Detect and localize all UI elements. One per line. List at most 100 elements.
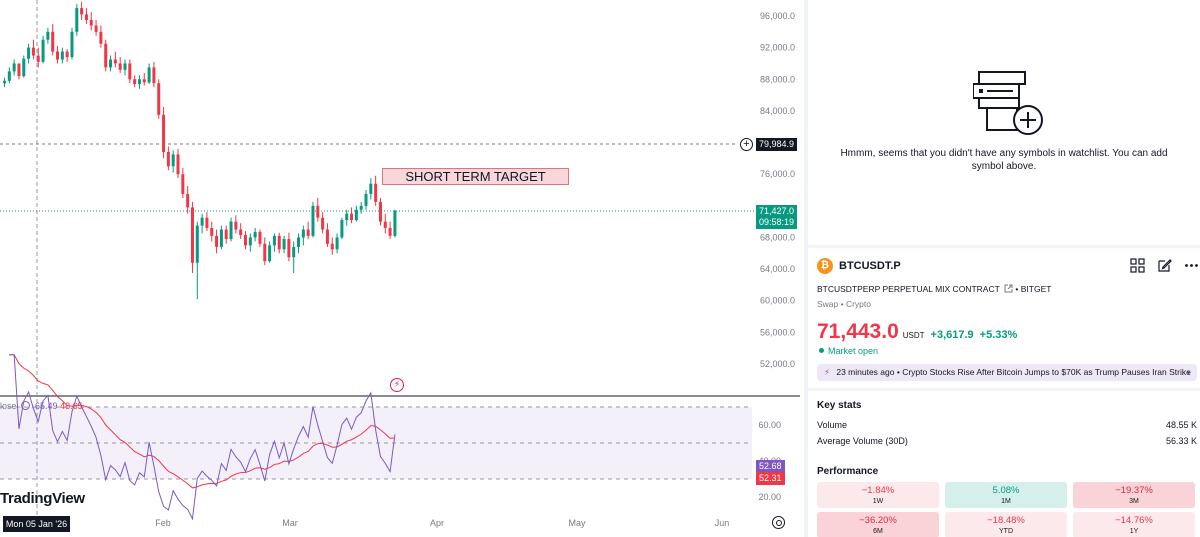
market-status-label: Market open [828,346,878,356]
candle-body [249,237,252,245]
candle-body [133,79,136,84]
news-headline-bar[interactable]: ⚡ 23 minutes ago • Crypto Stocks Rise Af… [817,364,1197,381]
candle-body [230,222,233,239]
time-axis-label: Apr [430,518,444,528]
symbol-ticker[interactable]: BTCUSDT.P [839,260,901,272]
tradingview-logo[interactable]: TradingView [0,490,85,507]
rsi-indicator-icon[interactable] [21,401,30,410]
candle-body [148,67,151,82]
perf-value: 5.08% [945,485,1067,497]
candle-body [17,63,20,76]
candle-body [340,220,343,237]
candle-body [369,184,372,194]
perf-cell-ytd[interactable]: −18.48%YTD [945,512,1067,537]
price-axis-label: 76,000.0 [760,169,795,179]
candle-body [128,63,131,79]
candle-body [258,232,261,244]
perf-value: −19.37% [1073,485,1195,497]
candle-body [104,44,107,68]
candle-body [244,235,247,245]
candle-body [167,152,170,166]
bitcoin-icon: ₿ [817,258,833,274]
candle-body [374,184,377,202]
grid-icon[interactable] [1130,258,1145,273]
stat-label: Average Volume (30D) [817,436,908,446]
candle-body [90,20,93,26]
candle-body [345,214,348,220]
candle-body [331,244,334,250]
candle-body [307,230,310,236]
perf-cell-1m[interactable]: 5.08%1M [945,482,1067,508]
rsi-axis-label: 20.00 [758,492,781,502]
price-currency: USDT [903,331,925,340]
candle-body [321,218,324,230]
flash-icon[interactable]: ⚡ [390,378,404,392]
contract-name[interactable]: BTCUSDTPERP PERPETUAL MIX CONTRACT [817,284,1000,294]
bolt-icon: ⚡ [824,367,830,377]
separator-dot: • [1015,284,1018,294]
perf-value: −36.20% [817,515,939,527]
price-axis-label: 60,000.0 [760,296,795,306]
candle-body [51,32,54,52]
candle-body [389,228,392,236]
chart-settings-icon[interactable] [772,516,785,529]
candle-body [124,63,127,69]
candle-body [181,174,184,194]
candle-body [172,154,175,166]
candle-body [80,8,83,14]
stat-row-average-volume: Average Volume (30D) 56.33 K [817,436,1197,446]
add-alert-icon[interactable]: + [740,138,753,151]
candle-body [278,236,281,249]
status-dot-icon [819,348,824,353]
chevron-right-icon[interactable]: › [1187,364,1190,381]
price-axis-label: 88,000.0 [760,74,795,84]
exchange-name[interactable]: BITGET [1021,284,1052,294]
symbol-actions [1130,258,1199,273]
perf-cell-3m[interactable]: −19.37%3M [1073,482,1195,508]
symbol-header[interactable]: ₿ BTCUSDT.P [817,258,901,274]
performance-title: Performance [817,466,878,477]
news-time: 23 minutes ago [836,367,894,377]
candle-body [8,71,11,80]
price-axis-label: 96,000.0 [760,11,795,21]
chart-pane[interactable]: 96,000.092,000.088,000.084,000.076,000.0… [0,0,800,537]
price-axis-label: 64,000.0 [760,264,795,274]
candle-body [152,67,155,83]
more-icon[interactable] [1184,258,1199,273]
candle-body [273,236,276,245]
candle-body [220,230,223,247]
candle-body [302,230,305,238]
edit-icon[interactable] [1157,258,1172,273]
perf-period: 1W [817,497,939,506]
external-link-icon[interactable] [1004,284,1013,293]
perf-cell-1w[interactable]: −1.84%1W [817,482,939,508]
candle-body [215,236,218,247]
candle-body [85,14,88,20]
candle-body [268,245,271,261]
section-divider[interactable] [808,245,1200,248]
level-price-tag: 79,984.9 [756,138,797,151]
candle-body [177,154,180,174]
candle-body [360,206,363,210]
contract-description: BTCUSDTPERP PERPETUAL MIX CONTRACT • BIT… [817,284,1051,294]
stat-value: 48.55 K [1166,420,1197,430]
watchlist-empty-state: Hmmm, seems that you didn't have any sym… [808,0,1200,245]
candle-body [379,202,382,222]
candle-body [99,32,102,44]
candle-body [42,40,45,62]
news-headline[interactable]: Crypto Stocks Rise After Bitcoin Jumps t… [902,367,1191,377]
candle-body [263,244,266,261]
candle-body [61,52,64,60]
stat-label: Volume [817,420,847,430]
candle-body [336,237,339,249]
price-chart[interactable]: 96,000.092,000.088,000.084,000.076,000.0… [0,0,800,537]
perf-value: −14.76% [1073,515,1195,527]
price-axis-label: 84,000.0 [760,106,795,116]
perf-cell-1y[interactable]: −14.76%1Y [1073,512,1195,537]
rsi-legend-value: 65.49 [35,401,58,411]
candle-body [196,226,199,263]
candle-body [287,239,290,257]
perf-cell-6m[interactable]: −36.20%6M [817,512,939,537]
short-term-target-box[interactable]: SHORT TERM TARGET [382,168,569,185]
time-axis-label: Jun [715,518,730,528]
